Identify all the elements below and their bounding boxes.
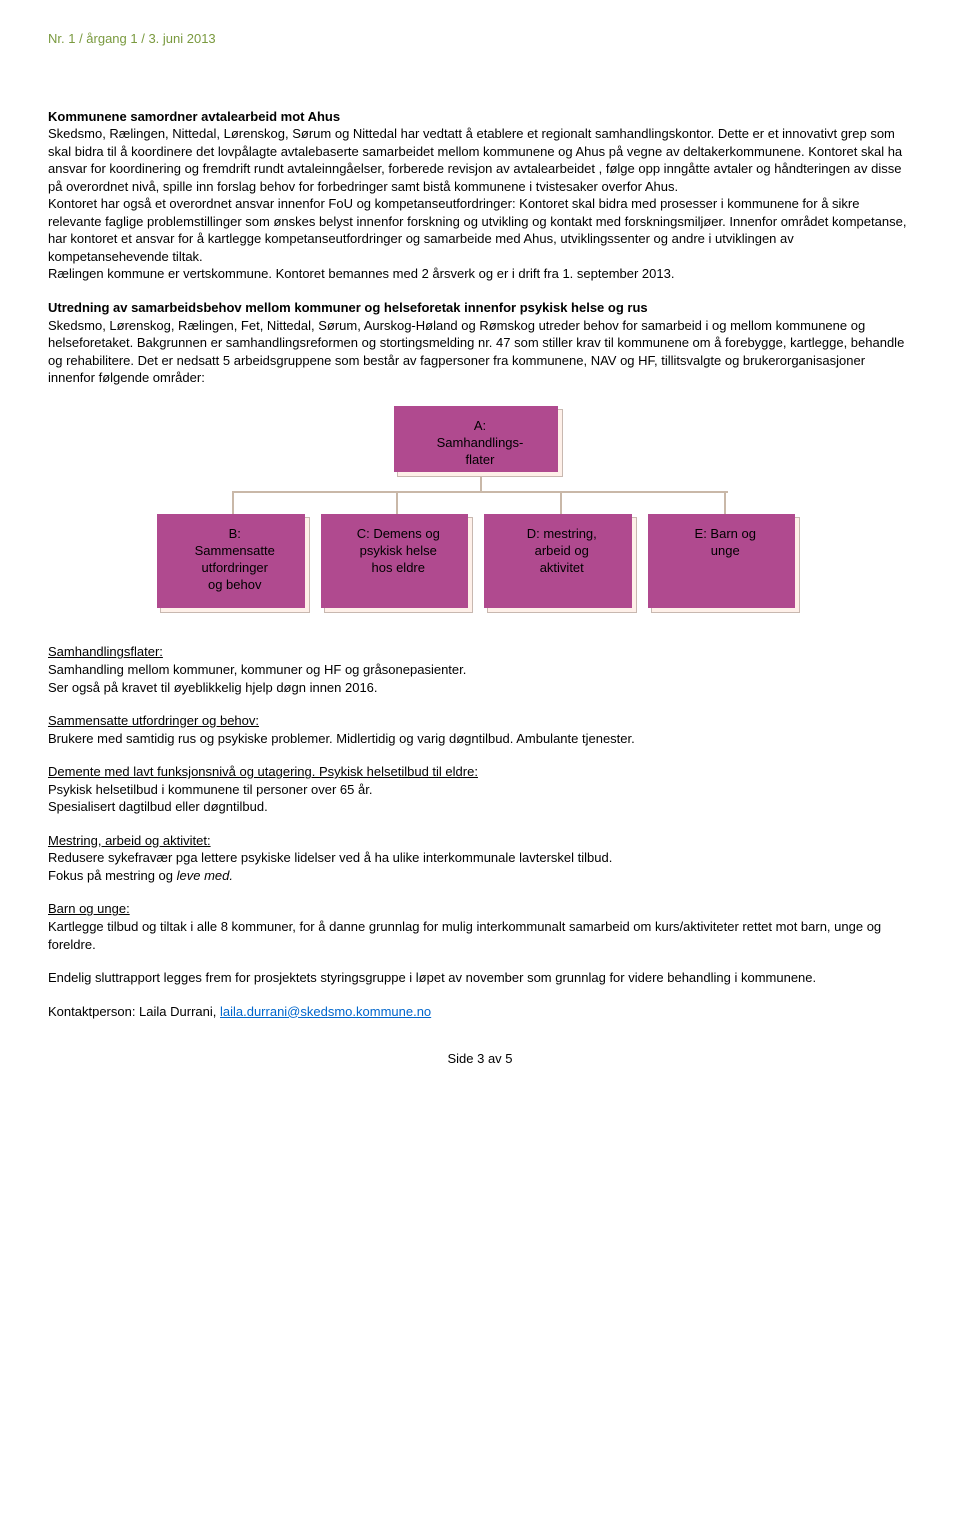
sub3-line1: Psykisk helsetilbud i kommunene til pers… [48, 782, 372, 797]
node-e-label: E: Barn ogunge [695, 526, 756, 560]
connector-line [480, 477, 482, 491]
section-1-body-b: Kontoret har også et overordnet ansvar i… [48, 196, 906, 264]
section-1-title: Kommunene samordner avtalearbeid mot Ahu… [48, 108, 912, 126]
node-e: E: Barn ogunge [651, 517, 801, 613]
sub4-title: Mestring, arbeid og aktivitet: [48, 833, 211, 848]
sub-sammensatte: Sammensatte utfordringer og behov: Bruke… [48, 712, 912, 747]
section-2: Utredning av samarbeidsbehov mellom komm… [48, 299, 912, 387]
contact-line: Kontaktperson: Laila Durrani, laila.durr… [48, 1003, 912, 1021]
section-2-title: Utredning av samarbeidsbehov mellom komm… [48, 300, 648, 315]
connectors [160, 477, 800, 517]
sub3-line2: Spesialisert dagtilbud eller døgntilbud. [48, 799, 268, 814]
sub-samhandlingsflater: Samhandlingsflater: Samhandling mellom k… [48, 643, 912, 696]
node-c: C: Demens ogpsykisk helsehos eldre [324, 517, 474, 613]
sub5-line1: Kartlegge tilbud og tiltak i alle 8 komm… [48, 919, 881, 952]
sub4-line1: Redusere sykefravær pga lettere psykiske… [48, 850, 612, 865]
page-footer: Side 3 av 5 [48, 1050, 912, 1068]
section-2-body: Skedsmo, Lørenskog, Rælingen, Fet, Nitte… [48, 318, 904, 386]
node-b-label: B:Sammensatteutfordringerog behov [195, 526, 275, 594]
sub5-title: Barn og unge: [48, 901, 130, 916]
node-a: A:Samhandlings-flater [397, 409, 563, 478]
section-1-body-a: Skedsmo, Rælingen, Nittedal, Lørenskog, … [48, 126, 902, 194]
sub2-line1: Brukere med samtidig rus og psykiske pro… [48, 731, 635, 746]
node-d-label: D: mestring,arbeid ogaktivitet [527, 526, 597, 577]
closing-paragraph: Endelig sluttrapport legges frem for pro… [48, 969, 912, 987]
page-header: Nr. 1 / årgang 1 / 3. juni 2013 [48, 30, 912, 48]
node-c-label: C: Demens ogpsykisk helsehos eldre [357, 526, 440, 577]
sub-mestring: Mestring, arbeid og aktivitet: Redusere … [48, 832, 912, 885]
sub4-line2: Fokus på mestring og leve med. [48, 868, 233, 883]
sub-barn-og-unge: Barn og unge: Kartlegge tilbud og tiltak… [48, 900, 912, 953]
sub1-title: Samhandlingsflater: [48, 644, 163, 659]
sub1-line2: Ser også på kravet til øyeblikkelig hjel… [48, 680, 378, 695]
section-1: Kommunene samordner avtalearbeid mot Ahu… [48, 108, 912, 283]
node-b: B:Sammensatteutfordringerog behov [160, 517, 310, 613]
sub1-line1: Samhandling mellom kommuner, kommuner og… [48, 662, 466, 677]
sub3-title: Demente med lavt funksjonsnivå og utager… [48, 764, 478, 779]
connector-line [232, 491, 728, 493]
contact-email-link[interactable]: laila.durrani@skedsmo.kommune.no [220, 1004, 431, 1019]
sub2-title: Sammensatte utfordringer og behov: [48, 713, 259, 728]
contact-label: Kontaktperson: Laila Durrani, [48, 1004, 220, 1019]
node-d: D: mestring,arbeid ogaktivitet [487, 517, 637, 613]
sub-demente: Demente med lavt funksjonsnivå og utager… [48, 763, 912, 816]
section-1-body-c: Rælingen kommune er vertskommune. Kontor… [48, 266, 674, 281]
org-tree-diagram: A:Samhandlings-flater B:Sammensatteutfor… [160, 409, 800, 614]
